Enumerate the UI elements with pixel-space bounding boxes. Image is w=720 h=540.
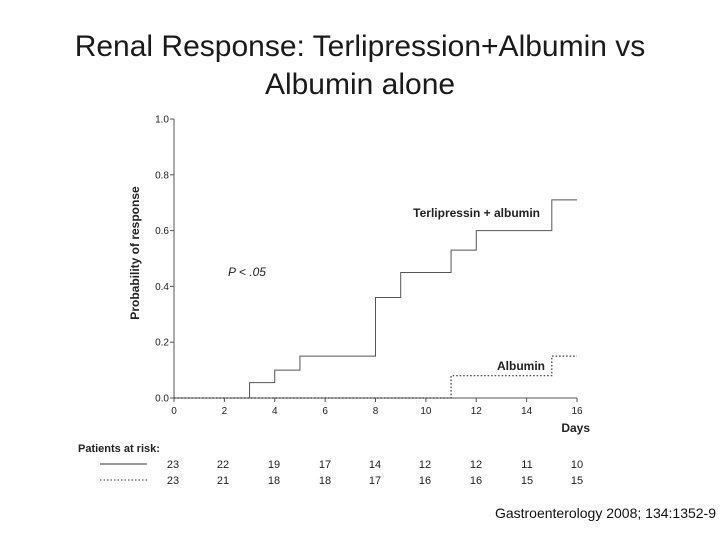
series-label-terlipressin: Terlipressin + albumin — [413, 206, 540, 220]
risk-table-cell: 16 — [419, 475, 431, 487]
risk-table-cell: 17 — [319, 459, 331, 471]
chart-series — [174, 199, 577, 399]
y-tick-label: 0.2 — [155, 338, 169, 349]
risk-table-cell: 23 — [167, 459, 179, 471]
x-tick-label: 14 — [521, 406, 533, 417]
terlipressin-series-line — [174, 199, 577, 399]
risk-table-cell: 18 — [268, 475, 280, 487]
risk-table-cell: 17 — [369, 475, 381, 487]
risk-table: Patients at risk: 23 22 19 17 14 12 12 11 10 23 21 1… — [78, 443, 583, 487]
risk-table-title: Patients at risk: — [78, 443, 160, 455]
risk-table-cell: 15 — [521, 475, 533, 487]
p-value-annotation: P < .05 — [228, 265, 266, 279]
y-tick-label: 0.0 — [155, 394, 169, 405]
risk-table-cell: 10 — [571, 459, 583, 471]
slide-title-line-1: Renal Response: Terlipression+Albumin vs — [74, 30, 646, 63]
risk-table-cell: 12 — [419, 459, 431, 471]
x-tick-label: 2 — [222, 406, 228, 417]
slide-title-line-2: Albumin alone — [264, 68, 456, 101]
citation: Gastroenterology 2008; 134:1352-9 — [494, 505, 716, 521]
albumin-series-line — [174, 355, 577, 399]
risk-table-cell: 16 — [470, 475, 482, 487]
chart-labels: Days Probability of response Terlipressin … — [128, 186, 590, 435]
y-tick-label: 0.4 — [155, 282, 169, 293]
y-tick-label: 1.0 — [155, 115, 169, 126]
risk-table-cell: 23 — [167, 475, 179, 487]
x-tick-label: 4 — [272, 406, 278, 417]
x-tick-label: 6 — [322, 406, 328, 417]
y-tick-label: 0.6 — [155, 226, 169, 237]
x-tick-label: 12 — [471, 406, 483, 417]
chart-axes: 0.0 0.2 0.4 0.6 0.8 1.0 0 2 4 6 8 10 12 14 16 — [155, 115, 583, 418]
x-axis-title: Days — [561, 421, 590, 435]
risk-table-cell: 15 — [571, 475, 583, 487]
x-tick-label: 8 — [373, 406, 379, 417]
series-label-albumin: Albumin — [497, 359, 545, 373]
risk-table-cell: 12 — [470, 459, 482, 471]
y-tick-label: 0.8 — [155, 170, 169, 181]
x-tick-label: 16 — [571, 406, 583, 417]
y-axis-title: Probability of response — [128, 186, 142, 320]
x-tick-label: 0 — [171, 406, 177, 417]
risk-table-cell: 21 — [217, 475, 229, 487]
risk-table-cell: 18 — [319, 475, 331, 487]
risk-table-cell: 14 — [369, 459, 381, 471]
slide-title: Renal Response: Terlipression+Albumin vs… — [0, 28, 720, 104]
risk-table-cell: 22 — [217, 459, 229, 471]
risk-table-cell: 19 — [268, 459, 280, 471]
risk-table-cell: 11 — [521, 459, 532, 471]
x-tick-label: 10 — [420, 406, 432, 417]
